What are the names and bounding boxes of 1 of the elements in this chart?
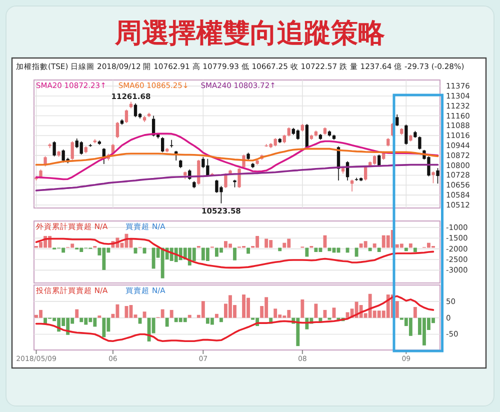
chart-title: 周選擇權雙向追蹤策略 bbox=[114, 18, 385, 49]
